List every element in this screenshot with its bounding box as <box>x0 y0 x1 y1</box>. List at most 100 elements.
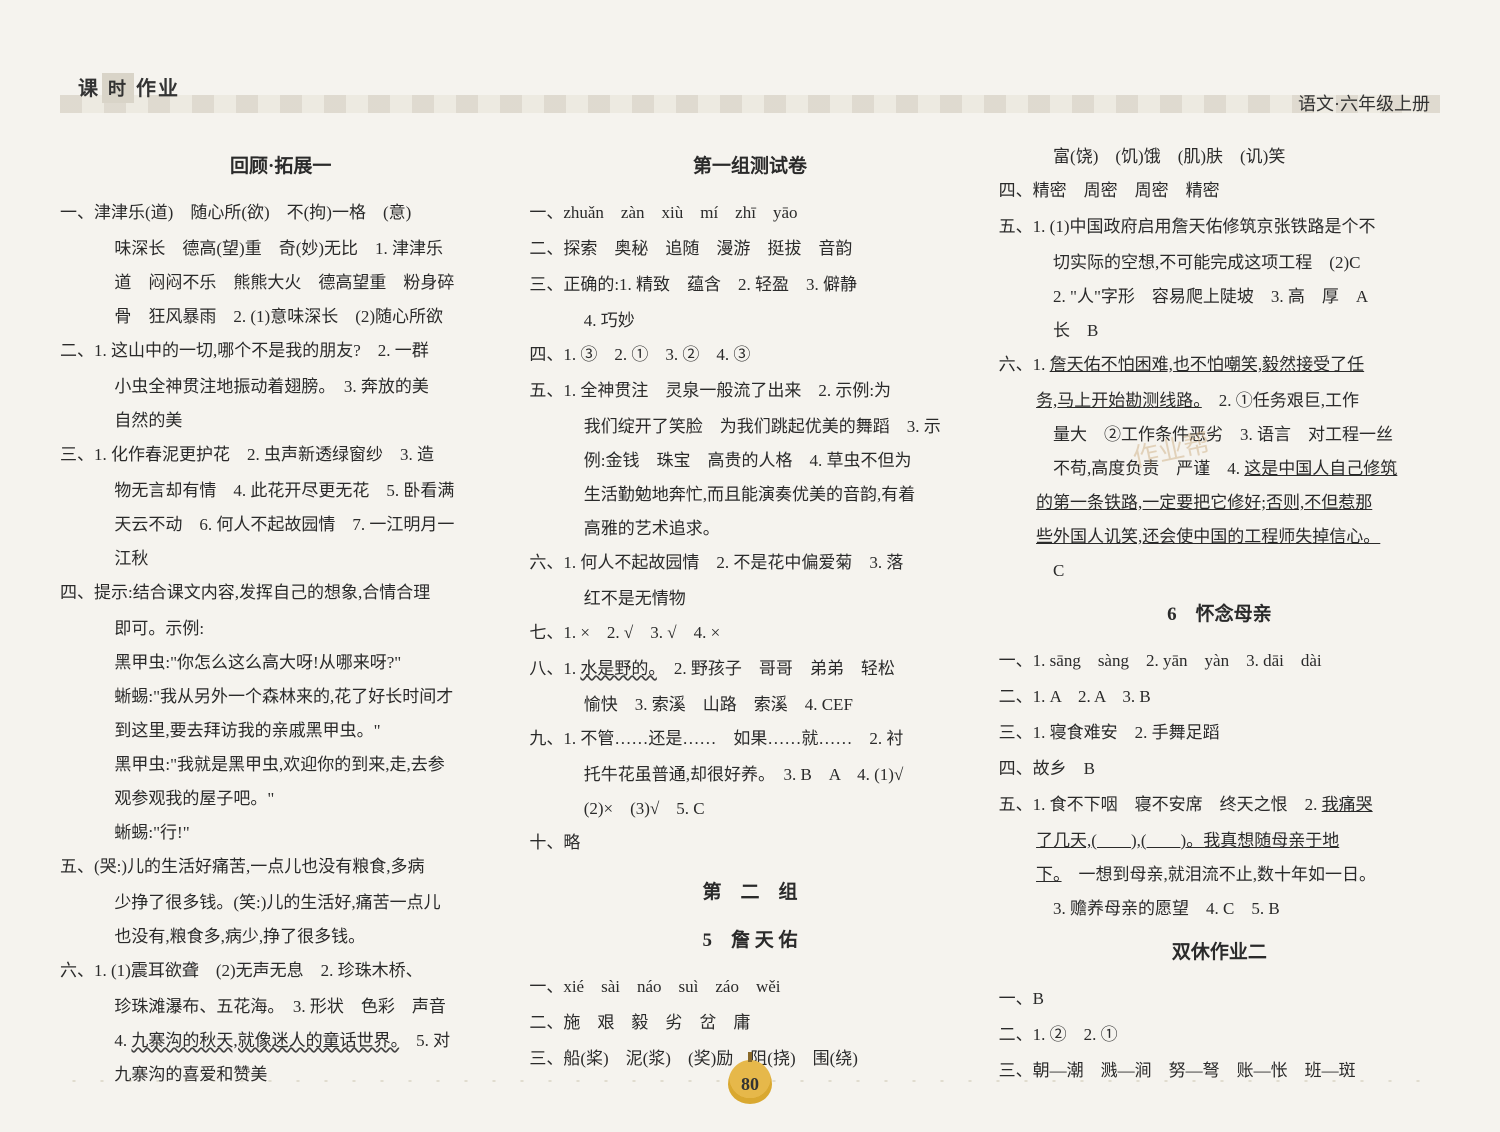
c2b-1: 九、1. 不管……还是…… 如果……就…… 2. 衬 <box>529 722 970 756</box>
c3-5-1a: 五、1. 食不下咽 寝不安席 终天之恨 2. <box>999 795 1322 814</box>
c1-l7: 三、1. 化作春泥更护花 2. 虫声新透绿窗纱 3. 造 <box>60 438 501 472</box>
c1-6-4a: 4. <box>97 1031 131 1050</box>
c2c-1: 二、施 艰 毅 劣 岔 庸 <box>529 1006 970 1040</box>
c2a-11: 红不是无情物 <box>529 582 970 616</box>
c1-l13: 黑甲虫:"你怎么这么高大呀!从哪来呀?" <box>60 646 501 680</box>
c3-5-3u: 下。 <box>1036 865 1062 884</box>
c1-l14: 蜥蜴:"我从另外一个森林来的,花了好长时间才 <box>60 680 501 714</box>
c2a-10: 六、1. 何人不起故园情 2. 不是花中偏爱菊 3. 落 <box>529 546 970 580</box>
c3t-2: 五、1. (1)中国政府启用詹天佑修筑京张铁路是个不 <box>999 210 1440 244</box>
c1-l22: 六、1. (1)震耳欲聋 (2)无声无息 2. 珍珠木桥、 <box>60 954 501 988</box>
c1-l6-4: 4. 九寨沟的秋天,就像迷人的童话世界。 5. 对 <box>60 1024 501 1058</box>
c1-l4: 二、1. 这山中的一切,哪个不是我的朋友? 2. 一群 <box>60 334 501 368</box>
column-1: 回顾·拓展一 一、津津乐(道) 随心所(欲) 不(拘)一格 (意) 味深长 德高… <box>60 140 501 1092</box>
c3m-0: 量大 ②工作条件恶劣 3. 语言 对工程一丝 <box>999 418 1440 452</box>
c3-6-5: 的第一条铁路,一定要把它修好;否则,不但惹那 <box>999 486 1440 520</box>
col3-title2: 双休作业二 <box>999 934 1440 972</box>
c3h-1: 二、1. A 2. A 3. B <box>999 680 1440 714</box>
c2b-3: (2)× (3)√ 5. C <box>529 792 970 826</box>
c3t-4: 2. "人"字形 容易爬上陡坡 3. 高 厚 A <box>999 280 1440 314</box>
header-left: 课时作业 <box>78 72 180 103</box>
c3h-0: 一、1. sāng sàng 2. yān yàn 3. dāi dài <box>999 644 1440 678</box>
c2a-6: 我们绽开了笑脸 为我们跳起优美的舞蹈 3. 示 <box>529 410 970 444</box>
col2-title3: 5 詹 天 佑 <box>529 922 970 960</box>
c1-l23: 珍珠滩瀑布、五花海。 3. 形状 色彩 声音 <box>60 990 501 1024</box>
c2a-9: 高雅的艺术追求。 <box>529 512 970 546</box>
c3m-1: 不苟,高度负责 严谨 4. 这是中国人自己修筑 <box>999 452 1440 486</box>
header-stripe <box>60 95 1440 113</box>
c3-5-1: 五、1. 食不下咽 寝不安席 终天之恨 2. 我痛哭 <box>999 788 1440 822</box>
col2-title2: 第 二 组 <box>529 874 970 912</box>
c3-6-2u: 务,马上开始勘测线路。 <box>1036 391 1202 410</box>
c1-l9: 天云不动 6. 何人不起故园情 7. 一江明月一 <box>60 508 501 542</box>
c1-l15: 到这里,要去拜访我的亲戚黑甲虫。" <box>60 714 501 748</box>
c1-l17: 观参观我的屋子吧。" <box>60 782 501 816</box>
c3-6-1: 六、1. 詹天佑不怕困难,也不怕嘲笑,毅然接受了任 <box>999 348 1440 382</box>
col2-title1: 第一组测试卷 <box>529 148 970 186</box>
c3h-3: 四、故乡 B <box>999 752 1440 786</box>
col3-title1: 6 怀念母亲 <box>999 596 1440 634</box>
c2b-2: 托牛花虽普通,却很好养。 3. B A 4. (1)√ <box>529 758 970 792</box>
c2a-0: 一、zhuǎn zàn xiù mí zhī yāo <box>529 196 970 230</box>
c3-5-2: 了几天,( ),( )。我真想随母亲于地 <box>999 824 1440 858</box>
c3t-5: 长 B <box>999 314 1440 348</box>
c2a-8: 生活勤勉地奔忙,而且能演奏优美的音韵,有着 <box>529 478 970 512</box>
c1-l3: 骨 狂风暴雨 2. (1)意味深长 (2)随心所欲 <box>60 300 501 334</box>
content-columns: 回顾·拓展一 一、津津乐(道) 随心所(欲) 不(拘)一格 (意) 味深长 德高… <box>60 140 1440 1092</box>
c2a-3: 4. 巧妙 <box>529 304 970 338</box>
hdr-box1: 时 <box>102 73 134 103</box>
header-right: 语文·六年级上册 <box>1298 90 1430 116</box>
c1-6-5: 九寨沟的喜爱和赞美 <box>60 1058 501 1092</box>
c3t-1: 四、精密 周密 周密 精密 <box>999 174 1440 208</box>
c2-8-1b: 2. 野孩子 哥哥 弟弟 轻松 <box>657 659 895 678</box>
c3-c: C <box>999 554 1440 588</box>
c1-l0: 一、津津乐(道) 随心所(欲) 不(拘)一格 (意) <box>60 196 501 230</box>
c1-l11: 四、提示:结合课文内容,发挥自己的想象,合情合理 <box>60 576 501 610</box>
c3-6-2: 务,马上开始勘测线路。 2. ①任务艰巨,工作 <box>999 384 1440 418</box>
c3-5-3b: 一想到母亲,就泪流不止,数十年如一日。 <box>1062 865 1377 884</box>
c3-6-4u: 这是中国人自己修筑 <box>1244 459 1397 478</box>
c1-l18: 蜥蜴:"行!" <box>60 816 501 850</box>
c3-5-1u: 我痛哭 <box>1322 795 1373 814</box>
c2-8-1u: 水是野的。 <box>580 659 657 678</box>
c1-l6: 自然的美 <box>60 404 501 438</box>
c2b-4: 十、略 <box>529 826 970 860</box>
c2a-1: 二、探索 奥秘 追随 漫游 挺拔 音韵 <box>529 232 970 266</box>
c3b-0: 一、B <box>999 982 1440 1016</box>
page-number: 80 <box>728 1060 772 1104</box>
c3-6-2b: 2. ①任务艰巨,工作 <box>1202 391 1359 410</box>
c3-6-1u: 詹天佑不怕困难,也不怕嘲笑,毅然接受了任 <box>1050 355 1365 374</box>
c1-l16: 黑甲虫:"我就是黑甲虫,欢迎你的到来,走,去参 <box>60 748 501 782</box>
c3t-0: 富(饶) (饥)饿 (肌)肤 (讥)笑 <box>999 140 1440 174</box>
c1-l10: 江秋 <box>60 542 501 576</box>
c1-l2: 道 闷闷不乐 熊熊大火 德高望重 粉身碎 <box>60 266 501 300</box>
hdr-prefix: 课 <box>78 78 100 100</box>
column-2: 第一组测试卷 一、zhuǎn zàn xiù mí zhī yāo 二、探索 奥… <box>529 140 970 1092</box>
c2b-0: 愉快 3. 索溪 山路 索溪 4. CEF <box>529 688 970 722</box>
c1-6-4u: 九寨沟的秋天,就像迷人的童话世界。 <box>131 1031 399 1050</box>
c1-l8: 物无言却有情 4. 此花开尽更无花 5. 卧看满 <box>60 474 501 508</box>
c3-6-6u: 些外国人讥笑,还会使中国的工程师失掉信心。 <box>1036 527 1380 546</box>
c3-5-2u: 了几天,( ),( )。我真想随母亲于地 <box>1036 831 1339 850</box>
c2-8-1a: 八、1. <box>529 659 580 678</box>
c2a-4: 四、1. ③ 2. ① 3. ② 4. ③ <box>529 338 970 372</box>
c3h-2: 三、1. 寝食难安 2. 手舞足蹈 <box>999 716 1440 750</box>
c3-5-3: 下。 一想到母亲,就泪流不止,数十年如一日。 <box>999 858 1440 892</box>
c2a-12: 七、1. × 2. √ 3. √ 4. × <box>529 616 970 650</box>
hdr-box2: 业 <box>158 78 180 100</box>
c2a-7: 例:金钱 珠宝 高贵的人格 4. 草虫不但为 <box>529 444 970 478</box>
c1-l20: 少挣了很多钱。(笑:)儿的生活好,痛苦一点儿 <box>60 886 501 920</box>
col1-title: 回顾·拓展一 <box>60 148 501 186</box>
c1-l12: 即可。示例: <box>60 612 501 646</box>
c2a-2: 三、正确的:1. 精致 蕴含 2. 轻盈 3. 僻静 <box>529 268 970 302</box>
c3h2-0: 3. 赡养母亲的愿望 4. C 5. B <box>999 892 1440 926</box>
c1-l21: 也没有,粮食多,病少,挣了很多钱。 <box>60 920 501 954</box>
c3b-1: 二、1. ② 2. ① <box>999 1018 1440 1052</box>
column-3: 富(饶) (饥)饿 (肌)肤 (讥)笑 四、精密 周密 周密 精密 五、1. (… <box>999 140 1440 1092</box>
c2c-0: 一、xié sài náo suì záo wěi <box>529 970 970 1004</box>
c3m-1a: 不苟,高度负责 严谨 4. <box>1036 459 1244 478</box>
c2a-8line: 八、1. 水是野的。 2. 野孩子 哥哥 弟弟 轻松 <box>529 652 970 686</box>
c1-l5: 小虫全神贯注地振动着翅膀。 3. 奔放的美 <box>60 370 501 404</box>
c3t-3: 切实际的空想,不可能完成这项工程 (2)C <box>999 246 1440 280</box>
c1-l1: 味深长 德高(望)重 奇(妙)无比 1. 津津乐 <box>60 232 501 266</box>
